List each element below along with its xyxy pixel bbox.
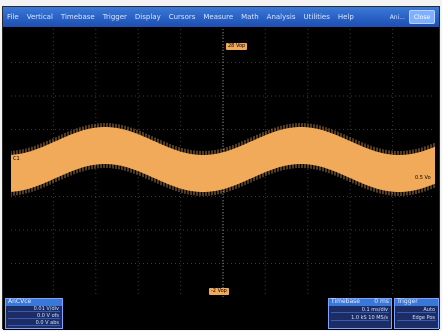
divider: [331, 312, 389, 313]
menu-trigger[interactable]: Trigger: [102, 13, 127, 21]
divider: [397, 312, 436, 313]
menu-bar: File Vertical Timebase Trigger Display C…: [3, 7, 439, 27]
waveform-canvas: [11, 29, 435, 297]
channel-panel-header: [6, 299, 62, 306]
divider: [8, 325, 60, 326]
trace-noise-ticks: [11, 123, 435, 196]
trigger-mode: Auto: [423, 307, 435, 313]
divider: [8, 311, 60, 312]
channel-abs: 0.0 V abs: [35, 320, 59, 326]
bottom-level-marker: -2 Vop: [209, 288, 229, 295]
channel-offset: 0.0 V ofs: [37, 313, 59, 319]
timebase-delay: 0 ms: [374, 298, 389, 305]
trigger-panel-title: Trigger: [397, 298, 418, 305]
channel-1-trace: [11, 127, 435, 192]
channel-scale: 0.01 V/div: [33, 306, 59, 312]
trigger-panel[interactable]: Trigger Auto Edge Pos: [394, 298, 439, 329]
menu-file[interactable]: File: [7, 13, 19, 21]
channel-panel-title: AnCVce: [8, 298, 32, 305]
oscilloscope-window: File Vertical Timebase Trigger Display C…: [2, 6, 440, 330]
timebase-sample-rate: 1.0 kS 10 MS/s: [351, 315, 388, 321]
close-button[interactable]: Close: [409, 10, 435, 24]
menu-analysis[interactable]: Analysis: [266, 13, 296, 21]
top-level-marker: 28 Vop: [226, 43, 248, 50]
timebase-panel-title: Timebase: [331, 298, 360, 305]
waveform-display[interactable]: 28 Vop -2 Vop C1 0.5 Vo: [11, 29, 435, 297]
menu-measure[interactable]: Measure: [203, 13, 234, 21]
timebase-panel[interactable]: Timebase 0 ms 0.1 ms/div 1.0 kS 10 MS/s: [328, 298, 392, 329]
right-level-marker: 0.5 Vo: [413, 175, 433, 182]
menu-cursors[interactable]: Cursors: [168, 13, 196, 21]
menu-math[interactable]: Math: [241, 13, 259, 21]
menu-utilities[interactable]: Utilities: [303, 13, 330, 21]
app-label: Ani...: [389, 13, 405, 21]
trigger-panel-header: [395, 299, 438, 306]
menu-display[interactable]: Display: [134, 13, 161, 21]
status-bar: AnCVce 0.01 V/div 0.0 V ofs 0.0 V abs Ti…: [3, 298, 439, 330]
trigger-type: Edge Pos: [412, 315, 435, 321]
menu-timebase[interactable]: Timebase: [60, 13, 95, 21]
menu-vertical[interactable]: Vertical: [26, 13, 53, 21]
timebase-scale: 0.1 ms/div: [361, 307, 388, 313]
timebase-panel-header: [329, 299, 391, 306]
channel-1-marker[interactable]: C1: [11, 156, 22, 163]
menu-help[interactable]: Help: [337, 13, 354, 21]
divider: [8, 318, 60, 319]
channel-panel[interactable]: AnCVce 0.01 V/div 0.0 V ofs 0.0 V abs: [5, 298, 63, 329]
divider: [397, 320, 436, 321]
divider: [331, 320, 389, 321]
